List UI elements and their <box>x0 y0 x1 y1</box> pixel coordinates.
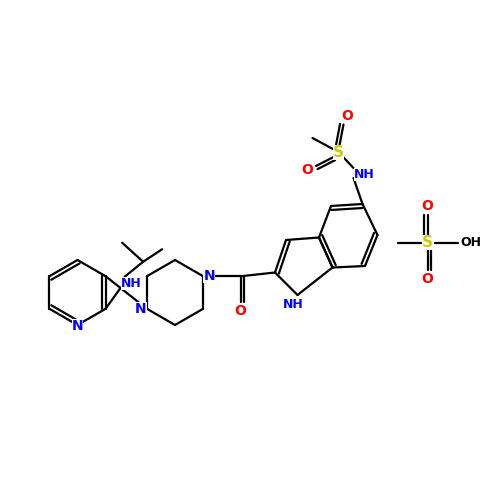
Text: O: O <box>234 304 246 318</box>
Text: N: N <box>72 319 84 333</box>
Text: NH: NH <box>122 277 142 290</box>
Text: O: O <box>422 272 434 286</box>
Text: N: N <box>204 269 215 283</box>
Text: NH: NH <box>354 168 375 180</box>
Text: S: S <box>422 235 433 250</box>
Text: O: O <box>342 109 353 123</box>
Text: OH: OH <box>460 236 481 249</box>
Text: O: O <box>301 163 313 177</box>
Text: N: N <box>135 302 146 316</box>
Text: O: O <box>422 199 434 213</box>
Text: NH: NH <box>283 298 304 310</box>
Text: S: S <box>333 144 344 160</box>
